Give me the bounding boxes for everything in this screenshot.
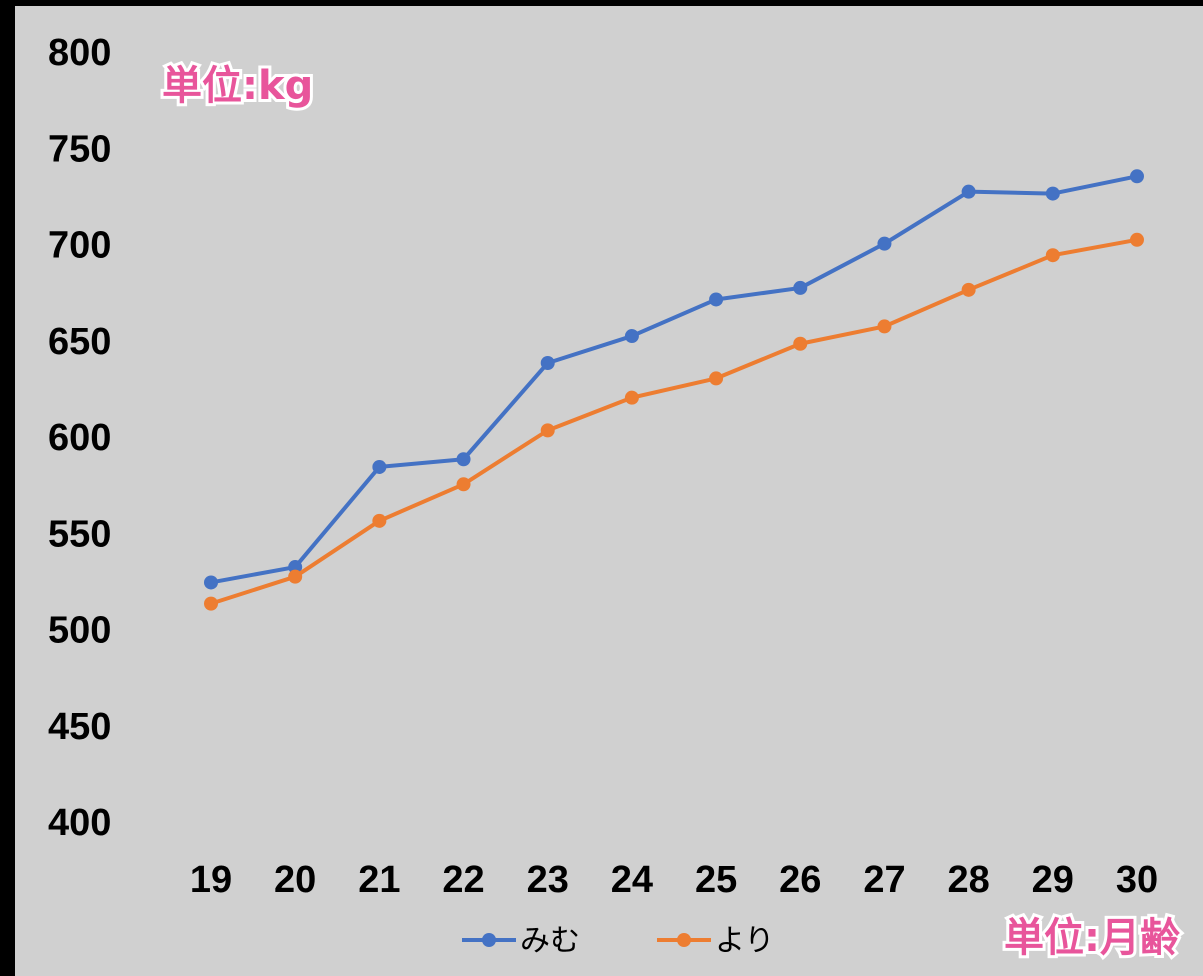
y-tick-label: 650 bbox=[48, 321, 111, 363]
point bbox=[1130, 232, 1144, 247]
point bbox=[204, 596, 218, 611]
point bbox=[1130, 169, 1144, 184]
x-tick-label: 19 bbox=[190, 859, 232, 901]
unit-y-note: 単位:kg bbox=[162, 63, 313, 109]
point bbox=[709, 292, 724, 307]
legend-marker bbox=[677, 933, 691, 947]
y-tick-label: 800 bbox=[48, 32, 111, 74]
y-tick-label: 500 bbox=[48, 610, 111, 652]
point bbox=[877, 236, 892, 251]
point bbox=[709, 371, 724, 386]
x-tick-label: 29 bbox=[1032, 859, 1074, 901]
point bbox=[961, 184, 976, 199]
point bbox=[793, 280, 808, 295]
x-tick-label: 24 bbox=[611, 859, 653, 901]
series-line bbox=[210, 237, 1138, 606]
point bbox=[624, 390, 639, 405]
y-tick-label: 550 bbox=[48, 513, 111, 555]
legend-label: みむ bbox=[520, 924, 580, 959]
point bbox=[372, 459, 387, 474]
y-tick-label: 400 bbox=[48, 802, 111, 844]
x-tick-label: 22 bbox=[442, 859, 484, 901]
legend-marker bbox=[482, 933, 496, 947]
x-tick-label: 21 bbox=[358, 859, 400, 901]
point bbox=[877, 319, 892, 334]
y-tick-label: 750 bbox=[48, 128, 111, 170]
point bbox=[288, 569, 303, 584]
point bbox=[1045, 186, 1060, 201]
x-tick-label: 26 bbox=[779, 859, 821, 901]
point bbox=[793, 336, 808, 351]
unit-x-note: 単位:月齢 bbox=[1004, 915, 1180, 961]
point bbox=[540, 356, 555, 370]
point bbox=[456, 452, 471, 467]
y-tick-label: 450 bbox=[48, 706, 111, 748]
x-tick-label: 30 bbox=[1116, 859, 1158, 901]
x-tick-label: 23 bbox=[527, 859, 569, 901]
point bbox=[288, 560, 303, 575]
x-tick-label: 25 bbox=[695, 859, 737, 901]
point bbox=[624, 329, 639, 344]
x-tick-label: 20 bbox=[274, 859, 316, 901]
y-tick-label: 700 bbox=[48, 225, 111, 267]
point bbox=[1045, 248, 1060, 263]
point bbox=[204, 575, 218, 590]
x-tick-label: 27 bbox=[863, 859, 905, 901]
point bbox=[372, 513, 387, 528]
point bbox=[961, 282, 976, 297]
plot-background bbox=[15, 6, 1203, 976]
point bbox=[540, 423, 555, 438]
point bbox=[456, 477, 471, 492]
legend-label: より bbox=[715, 924, 774, 959]
series-line bbox=[210, 174, 1138, 585]
y-tick-label: 600 bbox=[48, 417, 111, 459]
x-tick-label: 28 bbox=[947, 859, 989, 901]
